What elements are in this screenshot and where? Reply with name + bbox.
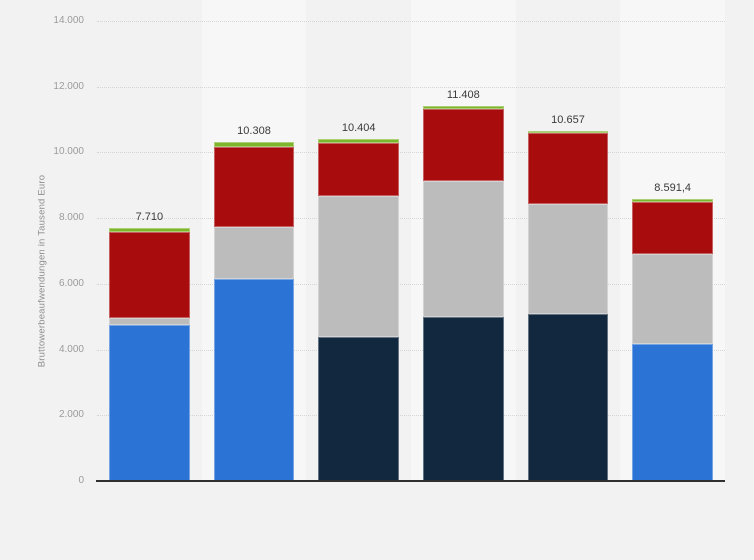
- bar-segment-series-gray[interactable]: [109, 318, 190, 326]
- bar-segment-series-light-blue[interactable]: [213, 278, 295, 481]
- bar-segment-series-green[interactable]: [423, 106, 504, 110]
- y-tick-label: 4.000: [58, 343, 84, 355]
- stacked-bar: [318, 139, 399, 481]
- bar-segment-series-dark-red[interactable]: [318, 143, 399, 196]
- stacked-bar: [213, 142, 295, 481]
- y-gridline: [97, 152, 725, 154]
- bar-total-label: 8.591,4: [654, 181, 691, 194]
- bar-segment-series-green[interactable]: [527, 130, 609, 134]
- y-gridline: [97, 86, 725, 88]
- bar-segment-series-green[interactable]: [213, 142, 295, 148]
- bar-segment-series-dark-navy[interactable]: [318, 337, 399, 481]
- y-axis-title: Bruttowerbeaufwendungen in Tausend Euro: [36, 174, 48, 368]
- stacked-bar: [109, 227, 190, 481]
- bar-segment-series-green[interactable]: [632, 198, 713, 202]
- y-tick-label: 14.000: [53, 14, 84, 26]
- stacked-bar: [527, 130, 609, 481]
- y-gridline: [97, 283, 725, 285]
- bar-total-label: 7.710: [135, 210, 164, 223]
- bar-segment-series-gray[interactable]: [423, 180, 504, 318]
- y-tick-label: 6.000: [58, 277, 84, 289]
- y-gridline: [97, 415, 725, 417]
- bar-segment-series-gray[interactable]: [632, 253, 713, 345]
- bar-segment-series-gray[interactable]: [318, 195, 399, 338]
- bar-segment-series-dark-navy[interactable]: [423, 317, 504, 481]
- y-gridline: [97, 218, 725, 220]
- bar-segment-series-green[interactable]: [318, 139, 399, 144]
- x-axis-line: [96, 480, 725, 482]
- bar-segment-series-dark-red[interactable]: [213, 147, 295, 228]
- bar-segment-series-green[interactable]: [109, 227, 190, 233]
- bar-total-label: 11.408: [446, 89, 480, 102]
- bar-segment-series-dark-red[interactable]: [109, 232, 190, 319]
- bar-total-label: 10.657: [551, 113, 585, 126]
- stacked-bar: [423, 106, 504, 481]
- bar-segment-series-dark-red[interactable]: [423, 109, 504, 181]
- stacked-bar: [632, 198, 713, 481]
- y-tick-label: 8.000: [58, 212, 84, 224]
- bar-segment-series-dark-red[interactable]: [632, 202, 713, 254]
- y-tick-label: 0: [78, 475, 84, 486]
- bar-segment-series-light-blue[interactable]: [632, 344, 713, 481]
- y-gridline: [97, 349, 725, 351]
- y-tick-label: 10.000: [53, 146, 84, 158]
- y-tick-label: 2.000: [58, 409, 84, 421]
- y-gridline: [97, 20, 725, 22]
- y-tick-label: 12.000: [53, 80, 84, 92]
- bar-segment-series-gray[interactable]: [213, 227, 295, 279]
- bar-segment-series-light-blue[interactable]: [109, 325, 190, 481]
- bar-total-label: 10.308: [237, 125, 271, 138]
- bar-segment-series-dark-red[interactable]: [527, 133, 609, 205]
- bar-segment-series-gray[interactable]: [527, 204, 609, 315]
- bar-total-label: 10.404: [341, 122, 376, 135]
- bar-segment-series-dark-navy[interactable]: [527, 314, 609, 481]
